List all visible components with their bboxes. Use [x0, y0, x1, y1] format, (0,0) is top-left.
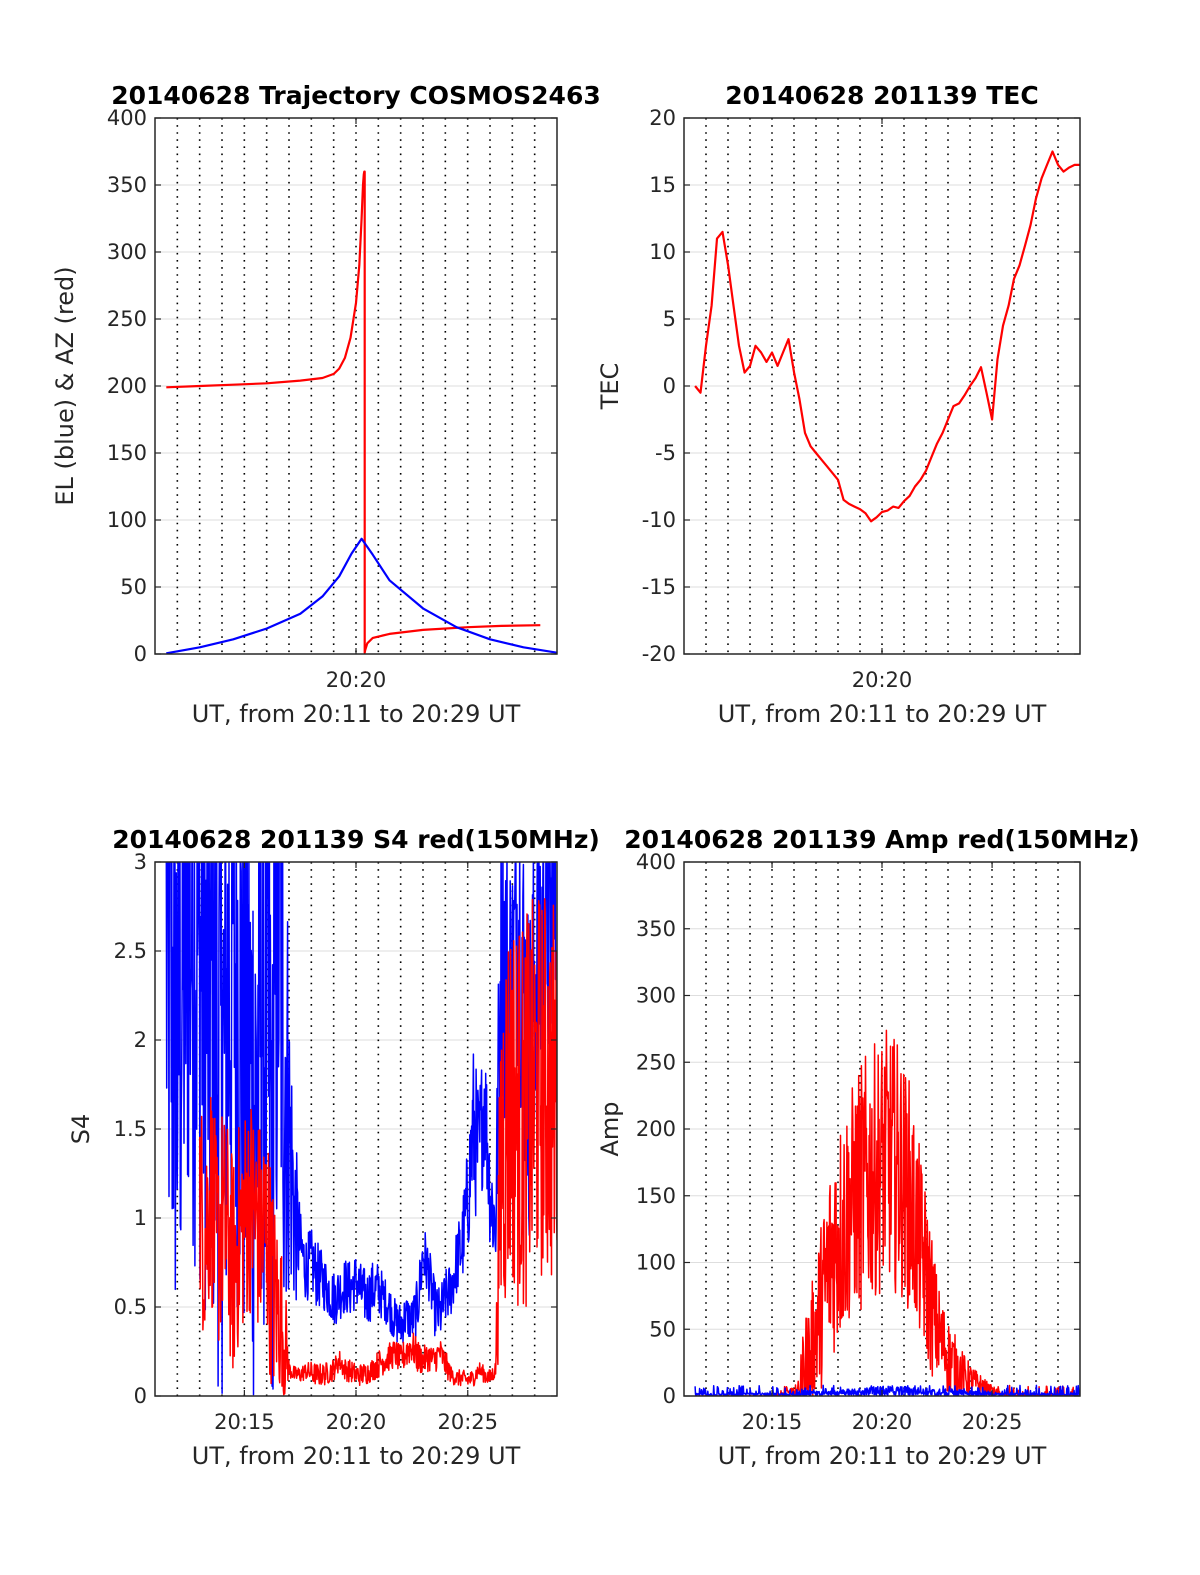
x-tick-label: 20:25 [962, 1410, 1023, 1434]
y-tick-label: 350 [636, 917, 676, 941]
y-tick-label: 50 [649, 1317, 676, 1341]
y-tick-label: 50 [120, 575, 147, 599]
y-tick-label: 350 [107, 173, 147, 197]
x-axis-label: UT, from 20:11 to 20:29 UT [718, 700, 1047, 728]
chart-panel-1: 0 50 100 150 200 250 300 350 400 20:20 20140628 Tr… [51, 81, 601, 728]
x-axis-label: UT, from 20:11 to 20:29 UT [192, 1442, 521, 1470]
y-tick-label: 150 [636, 1184, 676, 1208]
x-tick-label: 20:20 [326, 1410, 387, 1434]
x-tick-label: 20:25 [437, 1410, 498, 1434]
y-tick-label: -20 [642, 642, 676, 666]
y-tick-label: 200 [107, 374, 147, 398]
y-tick-label: 1.5 [114, 1117, 147, 1141]
chart-title: 20140628 201139 TEC [725, 81, 1038, 110]
y-tick-label: 0 [663, 1384, 676, 1408]
chart-title: 20140628 201139 Amp red(150MHz) [624, 825, 1140, 854]
chart-panel-3: 0 0.5 1 1.5 2 2.5 3 20:15 20:20 20:25 20140628 201… [67, 825, 600, 1470]
series-line-1 [165, 862, 557, 1396]
chart-title: 20140628 Trajectory COSMOS2463 [111, 81, 601, 110]
y-tick-label: 1 [134, 1206, 147, 1230]
y-axis-label: S4 [67, 1114, 95, 1145]
y-tick-label: 400 [636, 850, 676, 874]
y-axis-label: TEC [596, 363, 624, 411]
series-line-1 [694, 150, 1080, 523]
y-tick-label: 250 [636, 1050, 676, 1074]
x-tick-label: 20:20 [852, 668, 913, 692]
series-line-1 [166, 170, 541, 654]
y-axis-label: Amp [596, 1101, 624, 1156]
x-tick-label: 20:15 [742, 1410, 803, 1434]
y-tick-label: 5 [663, 307, 676, 331]
y-tick-label: 0.5 [114, 1295, 147, 1319]
y-tick-label: 2 [134, 1028, 147, 1052]
x-tick-label: 20:15 [214, 1410, 275, 1434]
y-tick-label: 10 [649, 240, 676, 264]
y-tick-label: 0 [134, 642, 147, 666]
y-tick-label: 100 [636, 1251, 676, 1275]
y-tick-label: 0 [134, 1384, 147, 1408]
series-line-2 [199, 898, 557, 1396]
x-axis-label: UT, from 20:11 to 20:29 UT [718, 1442, 1047, 1470]
y-tick-label: 3 [134, 850, 147, 874]
x-axis-label: UT, from 20:11 to 20:29 UT [192, 700, 521, 728]
y-tick-label: 20 [649, 106, 676, 130]
y-tick-label: 2.5 [114, 939, 147, 963]
y-tick-label: -10 [642, 508, 676, 532]
chart-panel-4: 0 50 100 150 200 250 300 350 400 20:15 20:20 20:25 2… [596, 825, 1140, 1470]
series-line-2 [166, 537, 557, 654]
series-group [166, 170, 557, 654]
y-tick-label: 15 [649, 173, 676, 197]
y-tick-label: 300 [107, 240, 147, 264]
y-tick-label: -5 [655, 441, 676, 465]
series-group [694, 150, 1080, 523]
y-tick-label: 150 [107, 441, 147, 465]
y-tick-label: 300 [636, 984, 676, 1008]
y-tick-label: -15 [642, 575, 676, 599]
y-tick-label: 250 [107, 307, 147, 331]
y-tick-label: 0 [663, 374, 676, 398]
y-tick-label: 100 [107, 508, 147, 532]
series-line-2 [694, 1384, 1080, 1396]
y-axis-label: EL (blue) & AZ (red) [51, 266, 79, 505]
y-tick-label: 200 [636, 1117, 676, 1141]
y-tick-label: 400 [107, 106, 147, 130]
series-group [165, 862, 557, 1396]
chart-title: 20140628 201139 S4 red(150MHz) [112, 825, 600, 854]
x-tick-label: 20:20 [852, 1410, 913, 1434]
chart-panel-2: -20 -15 -10 -5 0 5 10 15 20 20:20 20140628 201139 … [596, 81, 1081, 728]
x-tick-label: 20:20 [326, 668, 387, 692]
